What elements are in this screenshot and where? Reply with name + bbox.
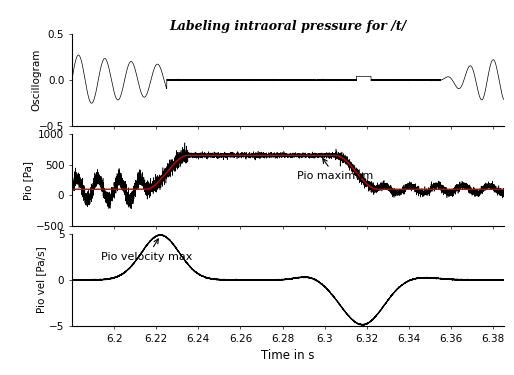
Title: Labeling intraoral pressure for /t/: Labeling intraoral pressure for /t/ — [169, 20, 407, 33]
Text: Pio velocity max: Pio velocity max — [101, 239, 193, 262]
Y-axis label: Pio vel [Pa/s]: Pio vel [Pa/s] — [36, 247, 46, 314]
Text: Pio maximum: Pio maximum — [297, 159, 373, 182]
Y-axis label: Pio [Pa]: Pio [Pa] — [23, 160, 33, 200]
Y-axis label: Oscillogram: Oscillogram — [31, 49, 41, 111]
X-axis label: Time in s: Time in s — [261, 350, 315, 363]
